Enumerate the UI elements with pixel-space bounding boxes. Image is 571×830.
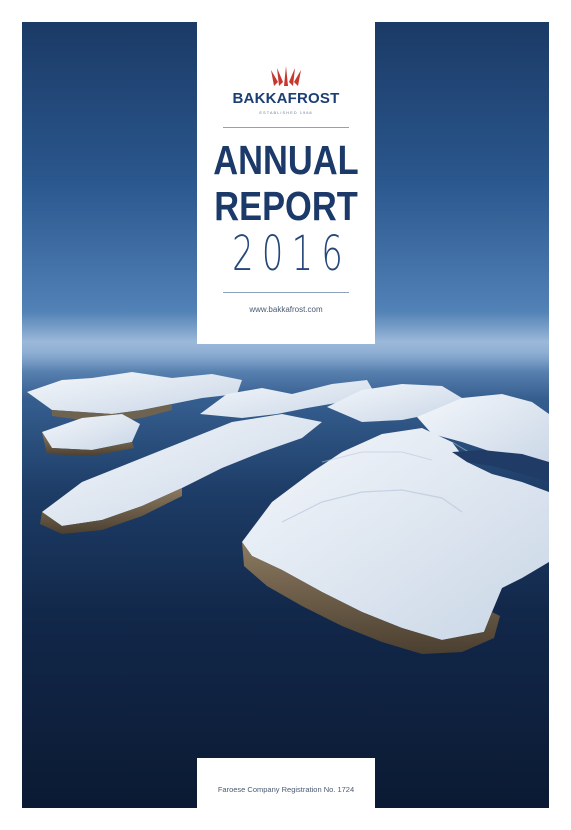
aerial-islands-image [22, 312, 549, 654]
bottom-divider [223, 292, 349, 293]
brand-name: BAKKAFROST [232, 90, 340, 107]
title-line-annual: ANNUAL [213, 137, 359, 183]
title-line-report: REPORT [214, 183, 358, 229]
report-year: 2016 [232, 226, 352, 282]
established-text: ESTABLISHED 1968 [259, 110, 313, 115]
website-link[interactable]: www.bakkafrost.com [249, 305, 323, 314]
registration-panel: Faroese Company Registration No. 1724 [197, 758, 375, 808]
title-panel: BAKKAFROST ESTABLISHED 1968 ANNUAL REPOR… [197, 22, 375, 344]
registration-text: Faroese Company Registration No. 1724 [217, 785, 355, 794]
crown-icon [271, 66, 301, 86]
top-divider [223, 127, 349, 128]
